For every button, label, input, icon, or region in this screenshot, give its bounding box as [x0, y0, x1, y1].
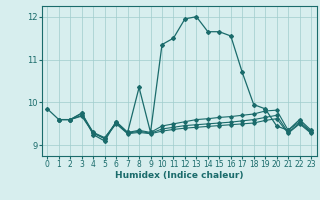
X-axis label: Humidex (Indice chaleur): Humidex (Indice chaleur)	[115, 171, 244, 180]
